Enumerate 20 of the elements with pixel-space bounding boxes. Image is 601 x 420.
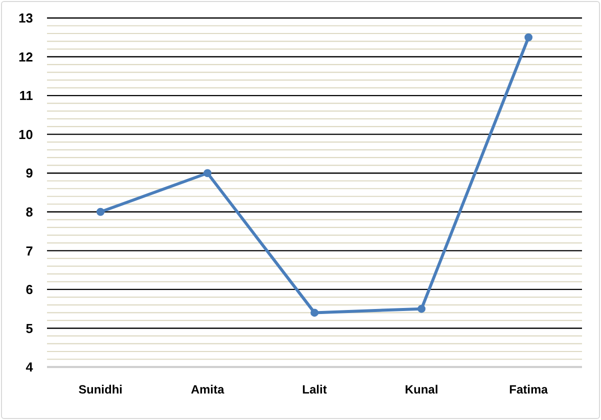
point xyxy=(418,304,426,313)
x-tick-label: Lalit xyxy=(302,382,327,397)
y-tick-label: 13 xyxy=(18,10,33,26)
y-tick-label: 12 xyxy=(18,49,33,64)
point xyxy=(204,169,212,178)
point xyxy=(310,308,318,317)
y-tick-label: 7 xyxy=(26,243,33,258)
x-tick-label: Fatima xyxy=(509,382,548,397)
y-tick-label: 10 xyxy=(18,126,33,142)
point xyxy=(96,208,104,216)
point xyxy=(524,33,532,42)
y-tick-label: 6 xyxy=(26,282,33,298)
x-tick-label: Kunal xyxy=(404,382,438,397)
x-tick-label: Sunidhi xyxy=(78,382,122,397)
y-tick-label: 9 xyxy=(26,166,33,181)
y-tick-label: 8 xyxy=(26,204,33,220)
x-tick-label: Amita xyxy=(190,382,224,397)
y-tick-label: 4 xyxy=(26,360,34,375)
y-tick-label: 11 xyxy=(19,88,33,104)
y-tick-label: 5 xyxy=(26,320,33,336)
